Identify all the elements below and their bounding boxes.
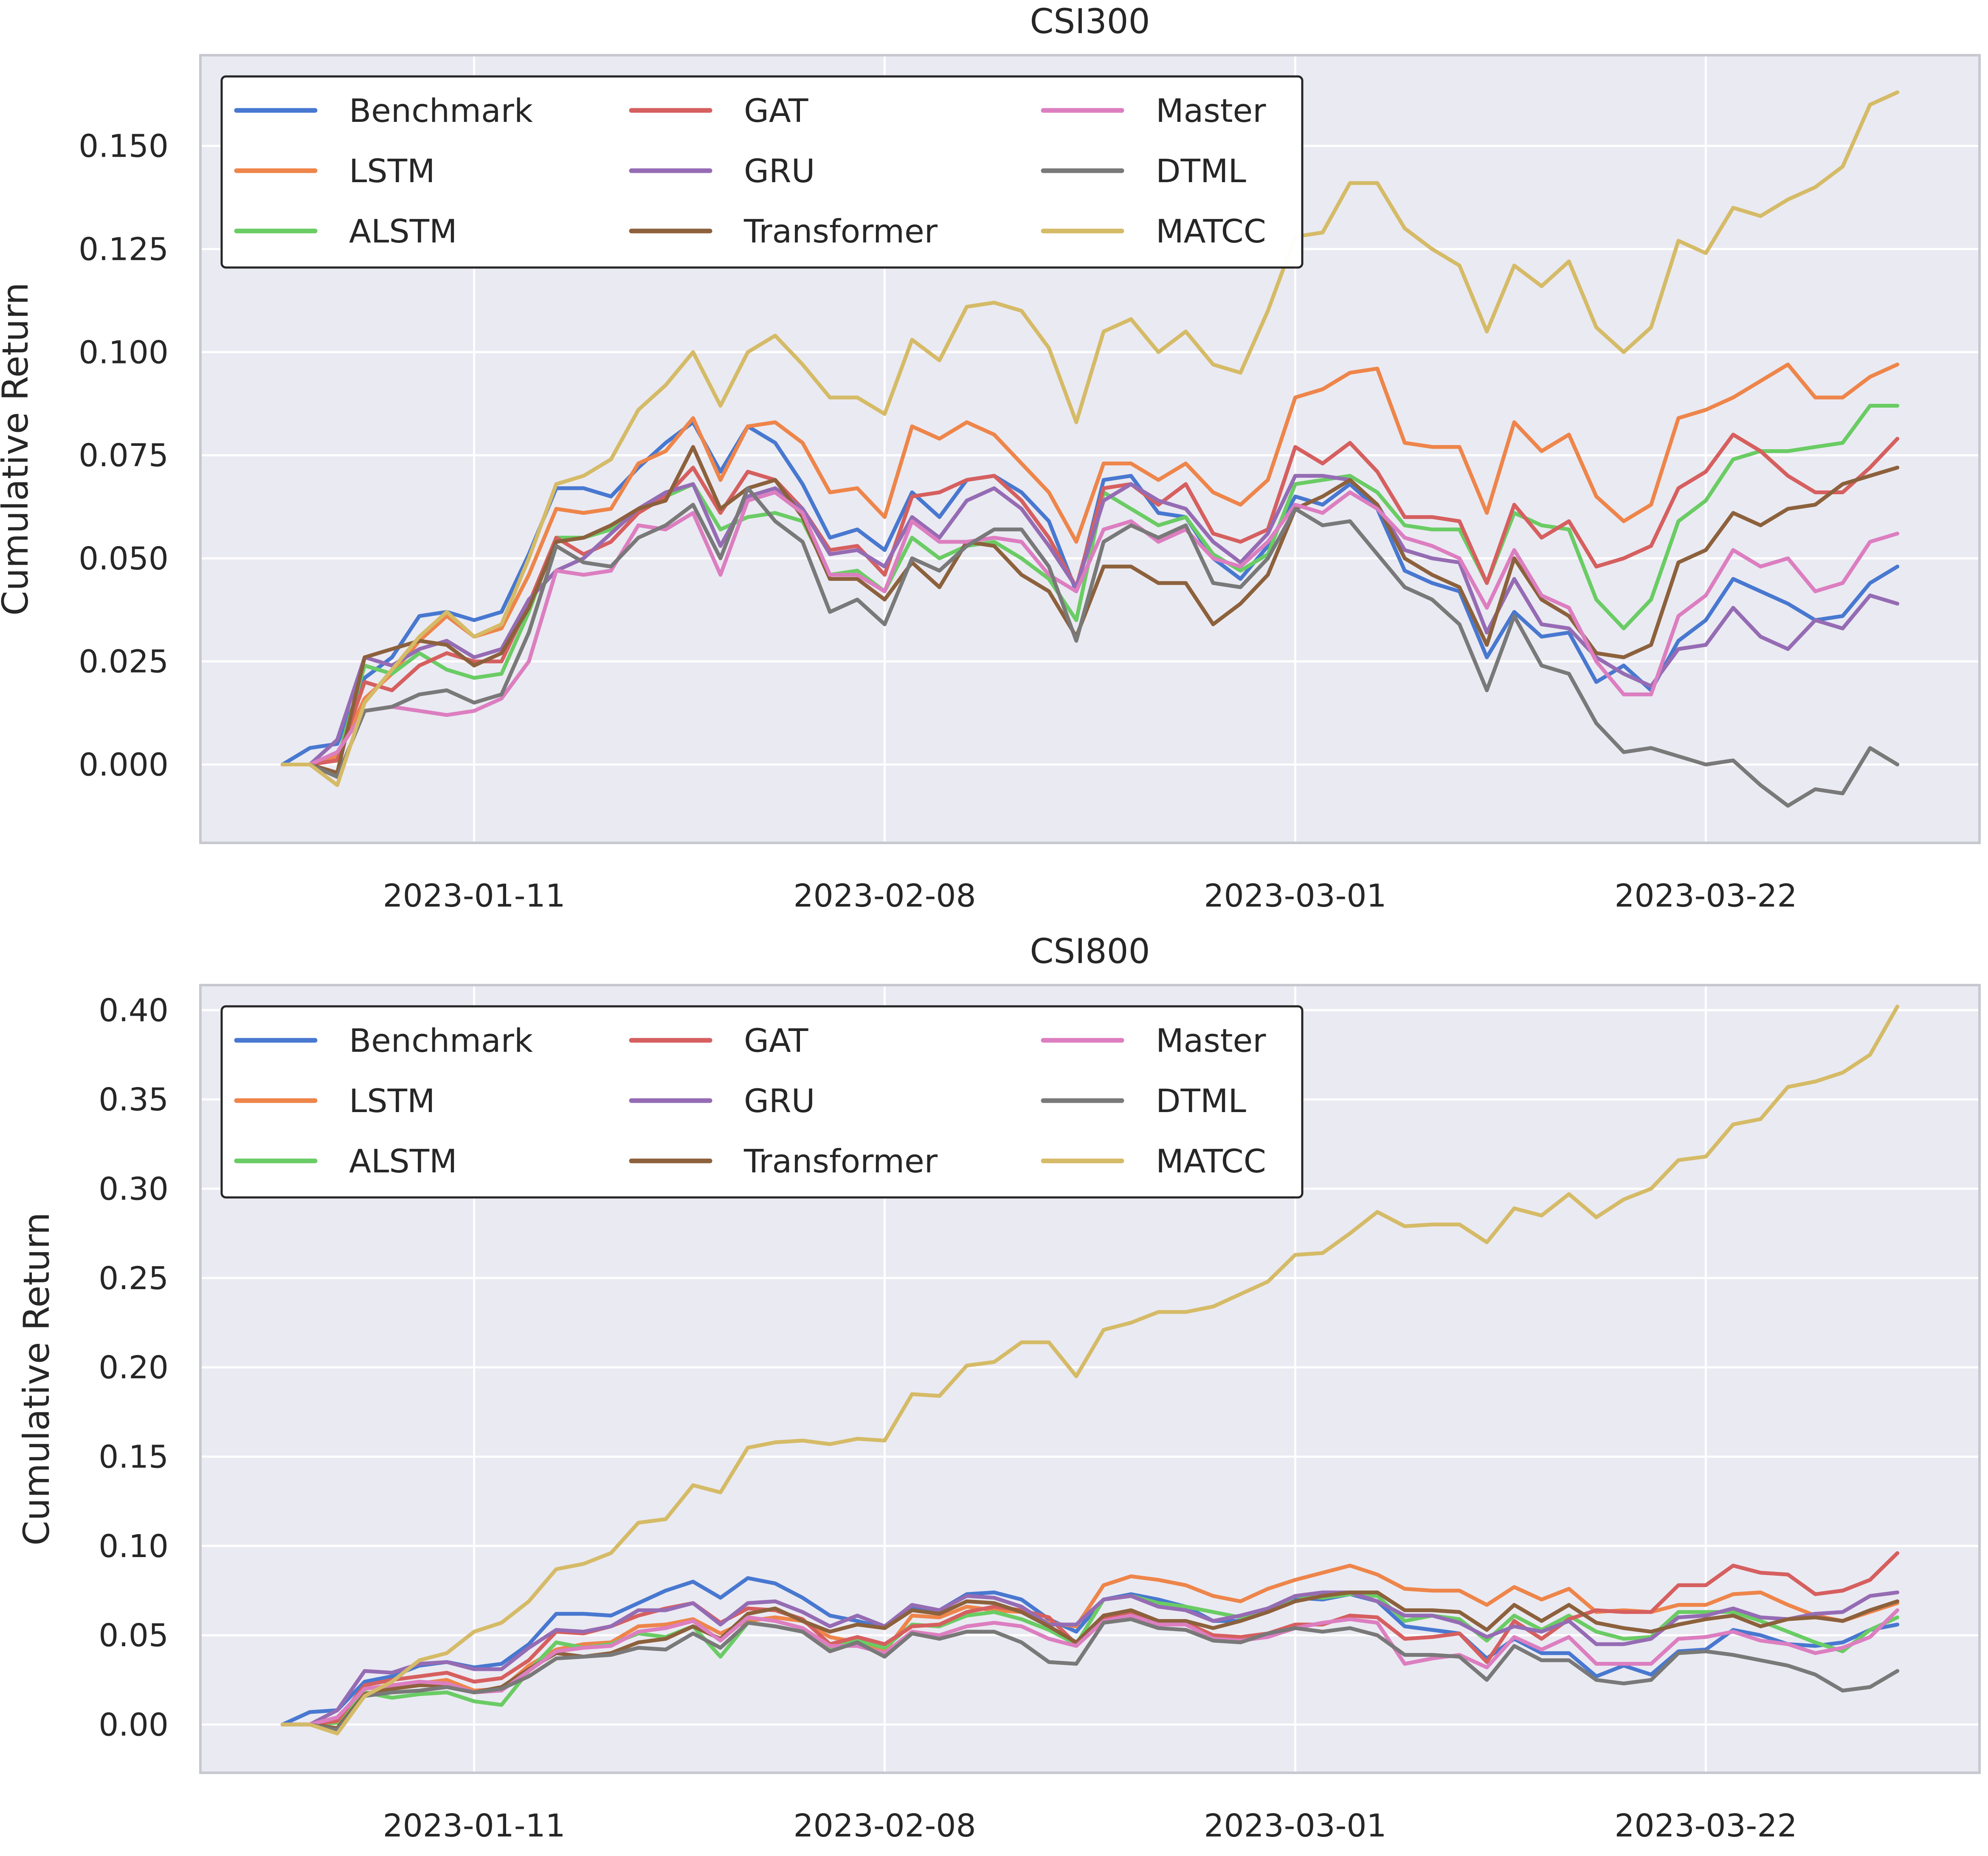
legend-label-benchmark: Benchmark — [349, 92, 533, 130]
legend: Benchmark LSTM ALSTM GAT GRU Transformer Maste… — [220, 75, 1304, 269]
y-axis-label: Cumulative Return — [16, 1212, 57, 1546]
series-line-matcc — [280, 1005, 1900, 1735]
series-line-master — [280, 490, 1900, 766]
x-tick-label: 2023-01-11 — [383, 878, 566, 914]
series-line-dtml — [280, 1617, 1900, 1732]
x-tick-label: 2023-03-01 — [1204, 878, 1386, 914]
y-tick-label: 0.125 — [79, 231, 169, 268]
series-line-alstm — [280, 1592, 1900, 1726]
legend-label-lstm: LSTM — [349, 1082, 435, 1120]
series-line-lstm — [280, 362, 1900, 766]
legend-label-alstm: ALSTM — [349, 1142, 457, 1180]
y-tick-label: 0.25 — [99, 1260, 169, 1297]
series-line-gru — [280, 474, 1900, 766]
y-tick-label: 0.30 — [99, 1171, 169, 1208]
legend-label-dtml: DTML — [1156, 1082, 1246, 1120]
x-tick-label: 2023-03-01 — [1204, 1808, 1386, 1844]
y-tick-label: 0.000 — [79, 746, 169, 783]
csi300-chart: 0.000 0.025 0.050 0.075 0.100 0.125 0.150 2023-… — [0, 2, 1981, 914]
y-tick-label: 0.075 — [79, 437, 169, 474]
chart-title: CSI800 — [1030, 932, 1150, 971]
y-tick-label: 0.00 — [99, 1707, 169, 1743]
legend-label-matcc: MATCC — [1156, 212, 1266, 250]
legend-label-gat: GAT — [744, 1022, 808, 1059]
y-tick-label: 0.100 — [79, 334, 169, 371]
legend-label-transformer: Transformer — [743, 212, 938, 250]
x-tick-label: 2023-02-08 — [794, 1808, 976, 1844]
y-tick-label: 0.40 — [99, 992, 169, 1029]
y-axis-label: Cumulative Return — [0, 282, 36, 616]
series-line-benchmark — [280, 1576, 1900, 1726]
x-tick-label: 2023-01-11 — [383, 1808, 566, 1844]
chart-title: CSI300 — [1030, 2, 1150, 41]
legend-label-gat: GAT — [744, 92, 808, 130]
legend-label-transformer: Transformer — [743, 1142, 938, 1180]
y-tick-label: 0.10 — [99, 1528, 169, 1565]
series-line-transformer — [280, 445, 1900, 775]
x-tick-label: 2023-03-22 — [1614, 1808, 1797, 1844]
x-tick-label: 2023-03-22 — [1614, 878, 1797, 914]
legend-box — [220, 75, 1304, 269]
y-tick-label: 0.35 — [99, 1081, 169, 1118]
legend-label-dtml: DTML — [1156, 152, 1246, 190]
legend-label-benchmark: Benchmark — [349, 1022, 533, 1059]
legend-label-master: Master — [1156, 92, 1266, 130]
series-line-master — [280, 1608, 1900, 1726]
y-tick-label: 0.050 — [79, 541, 169, 577]
csi800-chart: 0.00 0.05 0.10 0.15 0.20 0.25 0.30 0.35 0.40 2023… — [16, 932, 1981, 1844]
legend-label-matcc: MATCC — [1156, 1142, 1266, 1180]
y-tick-label: 0.20 — [99, 1349, 169, 1386]
series-line-matcc — [280, 90, 1900, 787]
y-tick-label: 0.150 — [79, 128, 169, 165]
legend: Benchmark LSTM ALSTM GAT GRU Transformer Maste… — [220, 1005, 1304, 1199]
series-line-gru — [280, 1590, 1900, 1726]
legend-label-gru: GRU — [744, 152, 815, 190]
legend-label-master: Master — [1156, 1022, 1266, 1059]
x-tick-label: 2023-02-08 — [794, 878, 976, 914]
legend-label-gru: GRU — [744, 1082, 815, 1120]
y-tick-label: 0.15 — [99, 1439, 169, 1475]
legend-label-alstm: ALSTM — [349, 212, 457, 250]
y-tick-label: 0.025 — [79, 644, 169, 680]
legend-label-lstm: LSTM — [349, 152, 435, 190]
y-tick-label: 0.05 — [99, 1617, 169, 1654]
legend-box — [220, 1005, 1304, 1199]
series-line-dtml — [280, 486, 1900, 808]
